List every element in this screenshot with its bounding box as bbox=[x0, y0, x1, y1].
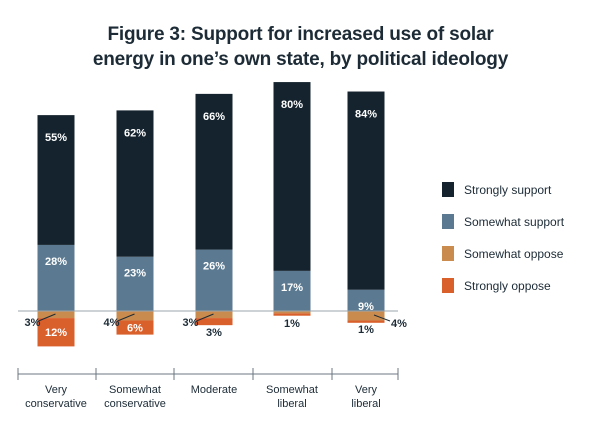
category-label: Moderate bbox=[191, 384, 237, 396]
legend-swatch bbox=[442, 214, 454, 229]
bar-somewhat-oppose bbox=[195, 311, 233, 319]
category-axis: Very conservative Somewhat conservative Mode… bbox=[17, 310, 399, 410]
legend-label: Somewhat oppose bbox=[464, 247, 564, 261]
legend-label: Strongly oppose bbox=[464, 279, 551, 293]
bar-somewhat-support bbox=[37, 244, 75, 311]
bar-strongly-oppose bbox=[273, 313, 311, 316]
bars-group: 28% 55% 3% 12% 23% 62% 4% 6% 26% 66% 3% 3% 17% 80% 1% 9… bbox=[25, 82, 407, 347]
category-label: liberal bbox=[277, 398, 306, 410]
chart-title-line-1: Figure 3: Support for increased use of s… bbox=[107, 24, 494, 45]
category-label: conservative bbox=[25, 398, 87, 410]
category-label: Somewhat bbox=[109, 384, 161, 396]
bar-somewhat-oppose bbox=[116, 311, 154, 321]
data-label: 1% bbox=[358, 324, 374, 336]
data-label: 3% bbox=[206, 327, 222, 339]
legend-swatch bbox=[442, 246, 454, 261]
data-label: 55% bbox=[45, 132, 67, 144]
bar-somewhat-support bbox=[347, 289, 385, 311]
legend-swatch bbox=[442, 182, 454, 197]
bar-strongly-oppose bbox=[347, 320, 385, 323]
category-label: Very bbox=[45, 384, 68, 396]
data-label: 4% bbox=[104, 317, 120, 329]
bar-strongly-support bbox=[37, 115, 75, 245]
category-label: conservative bbox=[104, 398, 166, 410]
bar-somewhat-oppose bbox=[273, 311, 311, 314]
bar-strongly-oppose bbox=[116, 320, 154, 335]
category-label: Somewhat bbox=[266, 384, 318, 396]
data-label: 23% bbox=[124, 268, 146, 280]
legend-label: Somewhat support bbox=[464, 215, 565, 229]
data-label: 80% bbox=[281, 99, 303, 111]
data-label: 3% bbox=[183, 317, 199, 329]
data-label: 1% bbox=[284, 318, 300, 330]
data-label: 17% bbox=[281, 282, 303, 294]
bar-strongly-support bbox=[195, 93, 233, 250]
data-label: 6% bbox=[127, 323, 143, 335]
data-label: 26% bbox=[203, 261, 225, 273]
bar-somewhat-oppose bbox=[37, 311, 75, 319]
label-leader bbox=[117, 313, 135, 322]
bar-somewhat-support bbox=[116, 256, 154, 311]
chart-title: Figure 3: Support for increased use of s… bbox=[0, 22, 601, 72]
data-label: 28% bbox=[45, 256, 67, 268]
chart-title-line-2: energy in one’s own state, by political … bbox=[92, 49, 509, 70]
data-label: 4% bbox=[391, 318, 407, 330]
data-label: 84% bbox=[355, 109, 377, 121]
data-label: 62% bbox=[124, 127, 146, 139]
legend: Strongly support Somewhat support Somewhat… bbox=[442, 182, 565, 293]
data-label: 9% bbox=[358, 301, 374, 313]
bar-somewhat-support bbox=[273, 270, 311, 311]
bar-strongly-oppose bbox=[37, 318, 75, 347]
bar-strongly-support bbox=[116, 110, 154, 257]
bar-somewhat-oppose bbox=[347, 311, 385, 321]
bar-strongly-support bbox=[347, 91, 385, 290]
bar-strongly-support bbox=[273, 82, 311, 271]
category-label: Very bbox=[355, 384, 378, 396]
bar-strongly-oppose bbox=[195, 318, 233, 326]
data-label: 3% bbox=[25, 317, 41, 329]
legend-label: Strongly support bbox=[464, 183, 552, 197]
data-label: 12% bbox=[45, 327, 67, 339]
label-leader bbox=[373, 314, 391, 322]
label-leader bbox=[196, 313, 214, 322]
data-label: 66% bbox=[203, 111, 225, 123]
legend-swatch bbox=[442, 278, 454, 293]
label-leader bbox=[38, 313, 56, 322]
bar-somewhat-support bbox=[195, 249, 233, 311]
category-label: liberal bbox=[351, 398, 380, 410]
